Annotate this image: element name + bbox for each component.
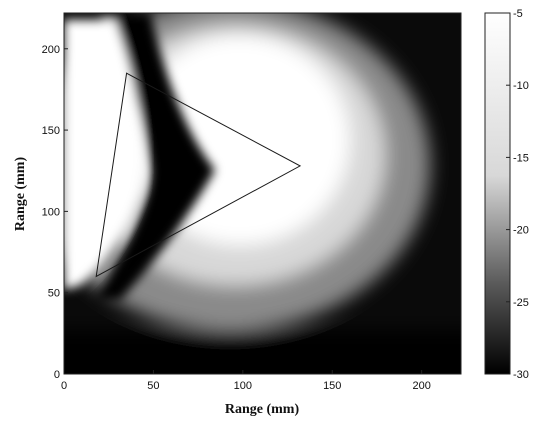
x-tick-label: 0 (61, 380, 67, 392)
x-axis-label: Range (mm) (225, 402, 300, 417)
colorbar-axis: -5 -10 -15 -20 -25 -30 (506, 8, 529, 381)
x-axis: 0 50 100 150 200 (61, 370, 431, 392)
colorbar-tick-label: -15 (513, 152, 529, 164)
colorbar (484, 12, 511, 375)
y-axis-label: Range (mm) (13, 157, 28, 232)
y-tick-label: 0 (54, 369, 60, 381)
y-tick-label: 100 (42, 206, 60, 218)
colorbar-tick-label: -10 (513, 80, 529, 92)
x-tick-label: 150 (323, 380, 341, 392)
colorbar-tick-label: -5 (513, 8, 523, 20)
colorbar-tick-label: -20 (513, 225, 529, 237)
y-axis: 0 50 100 150 200 (42, 44, 68, 381)
x-tick-label: 100 (234, 380, 252, 392)
y-tick-label: 200 (42, 44, 60, 56)
left-lobe (64, 20, 143, 290)
plot-frame (63, 12, 462, 375)
y-tick-label: 50 (48, 288, 60, 300)
x-tick-label: 50 (147, 380, 159, 392)
target-triangle (95, 72, 302, 278)
colorbar-tick-label: -30 (513, 369, 529, 381)
x-tick-label: 200 (412, 380, 430, 392)
shadow-zone (95, 13, 215, 300)
colorbar-tick-label: -25 (513, 297, 529, 309)
y-tick-label: 150 (42, 125, 60, 137)
heatmap-field (64, 13, 461, 374)
lower-dark-band (64, 330, 461, 374)
